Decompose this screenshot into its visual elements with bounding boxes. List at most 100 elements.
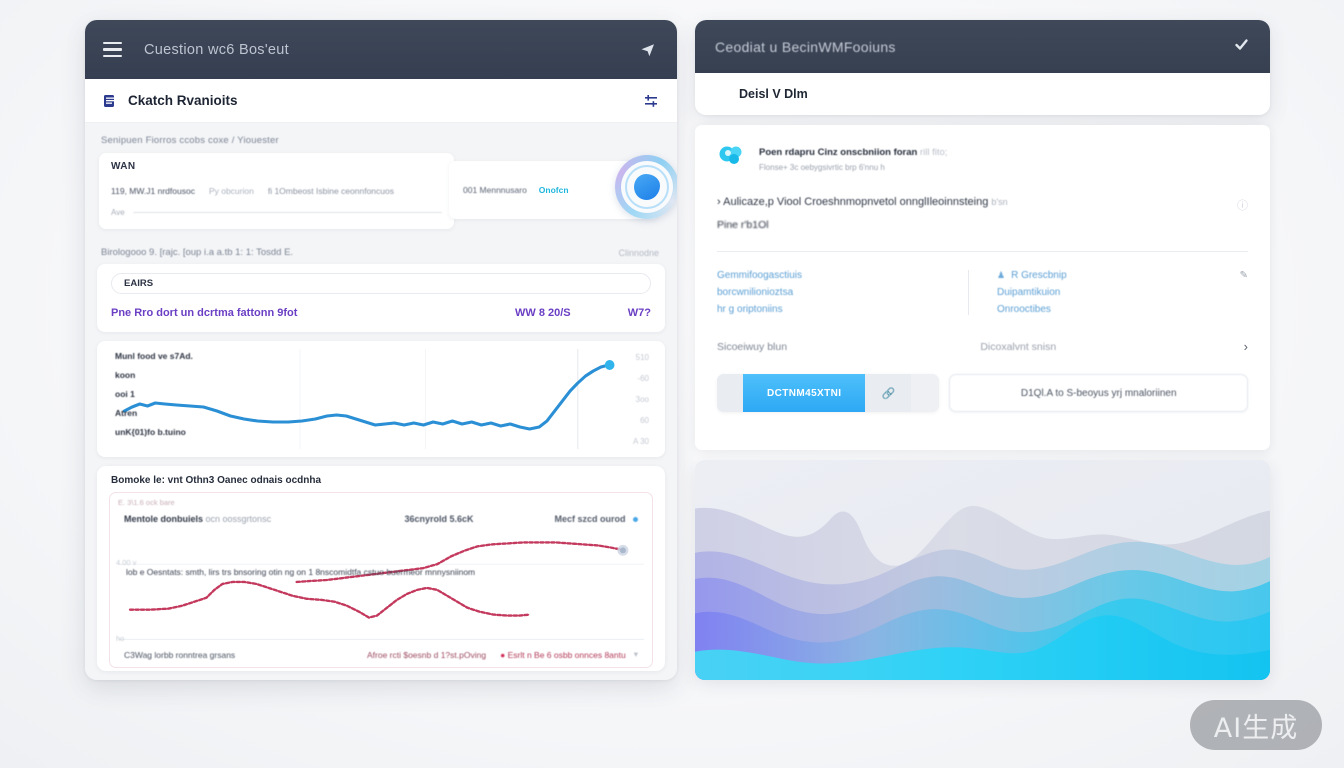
send-icon[interactable] [637, 39, 659, 61]
blue-chart-card: Munl food ve s7Ad. koon ooi 1 Atren unK{… [97, 341, 665, 457]
right-panel: Ceodiat u BecinWMFooiuns Deisl V Dlm [695, 20, 1270, 680]
blue-chart-left-labels: Munl food ve s7Ad. koon ooi 1 Atren unK{… [115, 351, 193, 437]
ai-watermark: AI生成 [1190, 700, 1322, 750]
pair-card: EAIRS Pne Rro dort un dcrtma fattonn 9fo… [97, 264, 665, 332]
links-column-right: R Grescbnip Duipamtikuion Onrooctibes [968, 270, 1248, 316]
link-item[interactable]: R Grescbnip [997, 270, 1248, 281]
link-item[interactable]: Onrooctibes [997, 304, 1051, 316]
hamburger-icon[interactable] [103, 42, 122, 57]
links-wrap: Gemmifoogasctiuis borcwnilionioztsa hr g… [717, 270, 1248, 316]
blue-chart-left-label: koon [115, 370, 136, 380]
left-appbar-title: Cuestion wc6 Bos'eut [144, 41, 289, 58]
red-chart-head-1-sub: ocn oossgrtonsc [205, 514, 272, 524]
status-left: Sicoeiwuy blun [717, 340, 788, 353]
status-right: Dicoxalvnt snisn [980, 340, 1057, 353]
wan-metric: 001 Mennnusaro [463, 185, 527, 195]
secondary-breadcrumb: Birologooo 9. [rajc. [oup i.a a.tb 1: 1:… [101, 247, 294, 258]
brand-text: Poen rdapru Cinz onscbniion foran rill f… [759, 141, 947, 172]
headline-muted: b'sn [991, 197, 1008, 207]
red-chart-svg [118, 541, 644, 640]
red-chart-head-1: Mentole donbuiels ocn oossgrtonsc [124, 514, 404, 524]
segment-pad-right [911, 374, 940, 413]
red-chart-board: E. 3\1.6 ock bare Mentole donbuiels ocn … [109, 492, 653, 668]
red-chart-foot-1: C3Wag lorbb ronntrea grsans [124, 649, 236, 660]
blue-chart-inner: Munl food ve s7Ad. koon ooi 1 Atren unK{… [107, 349, 655, 449]
detail-divider [717, 251, 1248, 253]
headline-text: Aulicaze,p Viool Croeshnmopnvetol onnglI… [723, 196, 989, 208]
blue-chart-axis-tick: 510 [635, 353, 649, 362]
headline-sub: Pine r'b1Ol [717, 219, 769, 232]
dashboard-stage: Cuestion wc6 Bos'eut Ckatch Rvanioits Se… [85, 20, 1270, 680]
button-row: DCTNM45XTNI 🔗 D1Ql.A to S-beoyus yrj mna… [717, 374, 1248, 413]
wan-footer-label: Ave [111, 208, 125, 217]
breadcrumb: Senipuen Fiorros ccobs coxe / Yiouester [101, 135, 279, 146]
wan-card: WAN 119, MW.J1 nrdfousoc Py obcurion fi … [99, 153, 454, 229]
wan-row: 119, MW.J1 nrdfousoc Py obcurion fi 1Omb… [111, 186, 442, 196]
blue-chart-axis-tick: A 30 [632, 437, 649, 446]
avatar-blob-icon [634, 174, 660, 200]
pair-pill[interactable]: EAIRS [111, 273, 651, 294]
red-chart-title: Bomoke le: vnt Othn3 Oanec odnais ocdnha [111, 475, 322, 486]
blue-chart-svg [122, 349, 615, 449]
left-appbar: Cuestion wc6 Bos'eut [85, 20, 677, 79]
left-panel: Cuestion wc6 Bos'eut Ckatch Rvanioits Se… [85, 20, 677, 680]
headline-row: › Aulicaze,p Viool Croeshnmopnvetol onng… [717, 194, 1248, 233]
status-row: Sicoeiwuy blun Dicoxalvnt snisn › [717, 339, 1248, 354]
blue-chart-left-label: unK{01)fo b.tuino [115, 427, 186, 437]
series-dot-icon [633, 517, 638, 523]
red-chart-tag: E. 3\1.6 ock bare [118, 498, 175, 507]
info-icon[interactable]: ⓘ [1237, 200, 1248, 212]
pair-values-row: Pne Rro dort un dcrtma fattonn 9fot WW 8… [111, 307, 651, 319]
wan-label: WAN [111, 161, 136, 172]
link-item[interactable]: Gemmifoogasctiuis [717, 270, 803, 282]
red-chart-foot-3-text: Esrlt n Be 6 osbb onnces 8antu [507, 649, 626, 660]
red-chart-foot-2: Afroe rcti $oesnb d 1?st.pOving [366, 649, 487, 660]
red-chart-axis-mid: ho [116, 634, 125, 643]
wan-col2: Py obcurion [208, 186, 254, 196]
left-section-bar: Ckatch Rvanioits [85, 79, 677, 123]
document-icon [103, 93, 118, 108]
links-column-left: Gemmifoogasctiuis borcwnilionioztsa hr g… [717, 270, 968, 315]
brand-line-2: Flonse+ 3c oebygsivrtic brp 6'nnu h [759, 163, 885, 172]
blue-chart-left-label: Atren [115, 408, 138, 418]
avatar[interactable] [615, 155, 677, 219]
link-item[interactable]: Duipamtikuion [997, 287, 1061, 299]
wan-progress-bar [132, 211, 442, 214]
link-icon[interactable]: 🔗 [865, 374, 912, 413]
segment-pad-left [717, 374, 743, 413]
red-chart-axis-top: 4.00 v [116, 558, 137, 567]
blue-chart-left-label: Munl food ve s7Ad. [115, 351, 193, 361]
red-chart-foot-3: ● Esrlt n Be 6 osbb onnces 8antu [500, 649, 626, 660]
wan-zone: WAN 119, MW.J1 nrdfousoc Py obcurion fi … [97, 153, 677, 239]
brand-line-1: Poen rdapru Cinz onscbniion foran rill f… [759, 147, 947, 158]
link-item[interactable]: hr g oriptoniins [717, 304, 783, 316]
red-chart-footer: C3Wag lorbb ronntrea grsans Afroe rcti $… [110, 649, 652, 660]
edit-icon[interactable]: ✎ [1239, 270, 1248, 282]
blue-chart-axis-labels: 510 -60 3oo 60 A 30 [633, 353, 649, 446]
chevron-right-icon[interactable]: › [1243, 339, 1248, 355]
wan-col1: 119, MW.J1 nrdfousoc [111, 186, 195, 196]
red-chart-head-2: 36cnyrold 5.6cK [404, 514, 474, 524]
wave-gradient-svg [695, 460, 1270, 680]
secondary-action-button[interactable]: D1Ql.A to S-beoyus yrj mnaloriinen [949, 374, 1248, 413]
secondary-breadcrumb-row: Birologooo 9. [rajc. [oup i.a a.tb 1: 1:… [97, 247, 665, 264]
wan-col3: fi 1Ombeost Isbine ceonnfoncuos [267, 186, 394, 196]
clone-label[interactable]: Clinnodne [618, 247, 659, 258]
right-detail-card: Poen rdapru Cinz onscbniion foran rill f… [695, 125, 1270, 450]
brand-row: Poen rdapru Cinz onscbniion foran rill f… [717, 141, 1248, 172]
check-icon[interactable] [1233, 36, 1250, 57]
wan-action-link[interactable]: Onofcn [538, 185, 569, 195]
brand-line-1-main: Poen rdapru Cinz onscbniion foran [759, 147, 918, 158]
left-body: Senipuen Fiorros ccobs coxe / Yiouester … [85, 123, 677, 680]
link-item[interactable]: borcwnilionioztsa [717, 287, 794, 299]
blue-chart-left-label: ooi 1 [115, 389, 135, 399]
hero-wave-image [695, 460, 1270, 680]
primary-action-button[interactable]: DCTNM45XTNI [743, 374, 866, 413]
brand-line-1-muted: rill fito; [919, 147, 948, 158]
right-subbar[interactable]: Deisl V Dlm [695, 73, 1270, 115]
red-chart-head-1-main: Mentole donbuiels [124, 514, 204, 524]
pair-name: Pne Rro dort un dcrtma fattonn 9fot [111, 307, 298, 319]
button-segment: DCTNM45XTNI 🔗 [717, 374, 940, 413]
chevron-down-icon[interactable]: ▾ [633, 649, 638, 659]
filter-icon[interactable] [643, 93, 659, 109]
